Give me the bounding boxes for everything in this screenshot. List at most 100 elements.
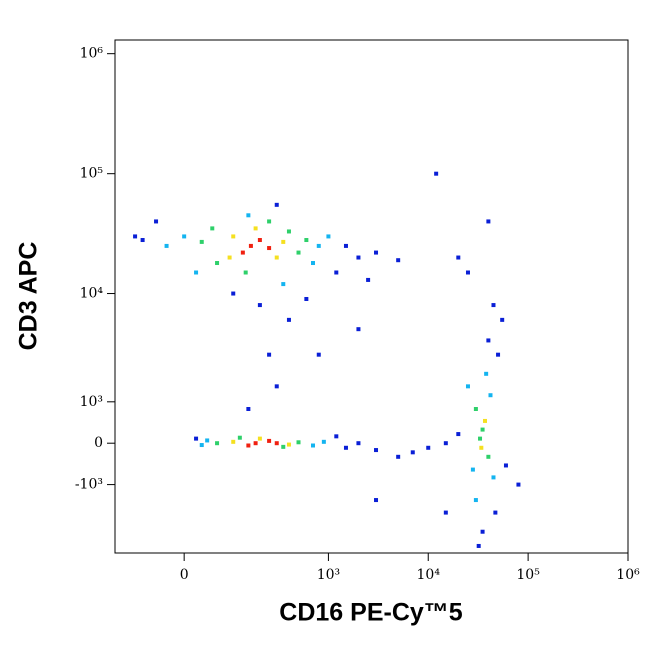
point xyxy=(267,219,272,224)
point xyxy=(434,171,439,176)
point xyxy=(281,444,286,449)
point xyxy=(231,234,236,239)
point xyxy=(311,443,316,448)
point xyxy=(516,482,521,487)
point xyxy=(274,441,279,446)
point xyxy=(227,255,232,260)
point xyxy=(205,438,210,443)
plot-frame xyxy=(114,39,629,554)
point xyxy=(154,219,159,224)
point xyxy=(486,454,491,459)
point xyxy=(456,255,461,260)
point xyxy=(396,258,401,263)
point xyxy=(456,432,461,437)
point xyxy=(246,443,251,448)
point xyxy=(496,352,501,357)
point xyxy=(281,239,286,244)
point xyxy=(488,393,493,398)
point xyxy=(296,440,301,445)
point xyxy=(396,454,401,459)
point xyxy=(465,384,470,389)
point xyxy=(248,243,253,248)
point xyxy=(140,238,145,243)
point xyxy=(343,243,348,248)
y-tick-label: 10⁶ xyxy=(80,46,104,62)
point xyxy=(194,436,199,441)
point xyxy=(443,441,448,446)
point xyxy=(286,229,291,234)
x-tick-label: 10⁶ xyxy=(616,567,640,583)
point xyxy=(267,352,272,357)
point xyxy=(482,418,487,423)
point xyxy=(356,327,361,332)
point xyxy=(199,239,204,244)
point xyxy=(334,270,339,275)
point xyxy=(311,261,316,266)
point xyxy=(503,463,508,468)
point xyxy=(274,202,279,207)
point xyxy=(246,407,251,412)
point xyxy=(281,282,286,287)
point xyxy=(237,435,242,440)
point xyxy=(480,529,485,534)
point xyxy=(374,498,379,503)
point xyxy=(443,510,448,515)
point xyxy=(304,296,309,301)
point xyxy=(478,436,483,441)
point xyxy=(286,317,291,322)
point xyxy=(465,270,470,275)
point xyxy=(479,445,484,450)
point xyxy=(296,250,301,255)
point xyxy=(253,226,258,231)
point xyxy=(182,234,187,239)
point xyxy=(215,261,220,266)
point xyxy=(240,250,245,255)
x-axis-title: CD16 PE-Cy™5 xyxy=(279,599,462,627)
point xyxy=(267,246,272,251)
point xyxy=(199,443,204,448)
point xyxy=(253,441,258,446)
point xyxy=(243,270,248,275)
x-tick-label: 10³ xyxy=(317,567,340,583)
point xyxy=(286,442,291,447)
point xyxy=(374,250,379,255)
point xyxy=(231,291,236,296)
x-tick-label: 10⁵ xyxy=(516,567,540,583)
point xyxy=(326,234,331,239)
point xyxy=(410,450,415,455)
point xyxy=(366,277,371,282)
point xyxy=(480,427,485,432)
point xyxy=(491,303,496,308)
y-tick-label: 0 xyxy=(94,435,103,451)
y-axis-title: CD3 APC xyxy=(15,242,43,351)
point xyxy=(493,510,498,515)
point xyxy=(484,371,489,376)
point xyxy=(470,467,475,472)
point xyxy=(316,243,321,248)
point xyxy=(343,445,348,450)
point xyxy=(267,438,272,443)
point xyxy=(164,243,169,248)
point xyxy=(316,352,321,357)
point xyxy=(215,441,220,446)
point xyxy=(473,407,478,412)
point xyxy=(473,498,478,503)
point xyxy=(426,445,431,450)
point xyxy=(500,317,505,322)
point xyxy=(334,434,339,439)
point xyxy=(304,238,309,243)
point xyxy=(486,338,491,343)
point xyxy=(257,436,262,441)
y-tick-label: 10³ xyxy=(80,394,103,410)
point xyxy=(374,448,379,453)
point xyxy=(486,219,491,224)
point xyxy=(257,238,262,243)
point xyxy=(476,543,481,548)
y-tick-label: 10⁵ xyxy=(80,166,104,182)
point xyxy=(246,213,251,218)
point xyxy=(194,270,199,275)
y-tick-label: 10⁴ xyxy=(80,286,104,302)
point xyxy=(356,255,361,260)
point xyxy=(491,475,496,480)
